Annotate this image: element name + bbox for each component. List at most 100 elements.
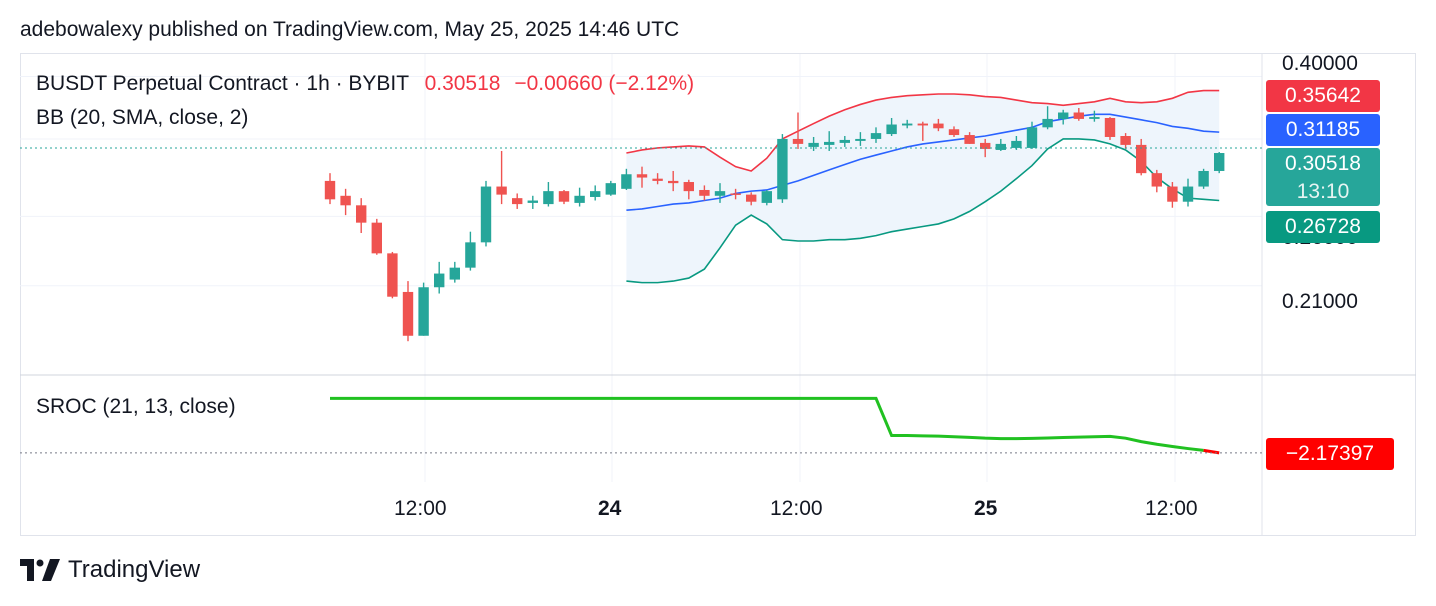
candle-body	[1042, 118, 1053, 128]
candle	[1198, 168, 1209, 189]
candle	[652, 173, 663, 185]
candle	[465, 231, 476, 271]
candle	[387, 251, 398, 299]
candle	[449, 261, 460, 283]
last-price-tag-value: 0.30518	[1285, 152, 1361, 175]
candle	[886, 117, 897, 137]
candle	[590, 185, 601, 201]
candle	[356, 198, 367, 234]
candle-body	[1214, 153, 1225, 171]
candle-body	[387, 253, 398, 297]
bb-basis-tag: 0.31185	[1266, 114, 1380, 146]
candle-body	[558, 191, 570, 202]
candle	[808, 136, 819, 151]
chart-frame	[20, 53, 1416, 536]
footer-brand[interactable]: TradingView	[68, 556, 201, 583]
candle-body	[777, 138, 788, 200]
publisher-line: adebowalexy published on TradingView.com…	[20, 18, 680, 41]
candle-body	[1011, 140, 1022, 148]
candle	[777, 134, 788, 203]
tradingview-logo-icon	[20, 559, 60, 581]
candle-body	[964, 135, 975, 144]
sroc-value-tag: −2.17397	[1266, 438, 1394, 470]
candle-body	[356, 205, 367, 223]
candle-body	[995, 143, 1006, 150]
bb-legend[interactable]: BB (20, SMA, close, 2)	[36, 106, 249, 129]
candle-body	[839, 139, 850, 143]
candle	[948, 126, 960, 137]
candle-body	[870, 133, 882, 139]
candle-body	[621, 174, 632, 189]
candle-body	[886, 124, 897, 135]
candle	[1214, 151, 1225, 174]
candle	[824, 131, 835, 151]
candle	[324, 173, 336, 205]
candle	[1058, 109, 1069, 125]
candle-body	[980, 142, 991, 149]
candle-body	[746, 194, 757, 202]
candle-body	[683, 182, 694, 192]
candle-body	[792, 138, 804, 144]
candle-body	[902, 123, 913, 126]
candle	[1182, 178, 1194, 207]
candle	[995, 138, 1006, 151]
candle-body	[434, 273, 445, 288]
candle-body	[1089, 117, 1100, 119]
candle	[1120, 133, 1131, 149]
bb-basis-line	[626, 113, 1220, 211]
candle-body	[636, 174, 648, 178]
candle	[480, 180, 492, 247]
candle	[1073, 107, 1084, 121]
candle-body	[855, 138, 866, 141]
candle-body	[824, 141, 835, 145]
candle-body	[761, 191, 772, 203]
candle-body	[465, 242, 476, 268]
candle	[496, 150, 507, 205]
time-label-4: 25	[974, 497, 998, 520]
price-tick-040000: 0.40000	[1282, 52, 1358, 75]
candle-body	[340, 195, 351, 206]
candle	[855, 132, 866, 146]
bar-countdown: 13:10	[1296, 180, 1350, 203]
candle-body	[699, 189, 710, 196]
time-label-1: 12:00	[394, 497, 447, 520]
candle	[371, 218, 382, 255]
sroc-indicator	[330, 396, 1220, 455]
candle	[683, 179, 694, 200]
overlays	[20, 147, 1262, 454]
candle-body	[574, 195, 585, 203]
time-label-3: 12:00	[770, 497, 823, 520]
price-tick-021000: 0.21000	[1282, 290, 1358, 313]
candle	[605, 180, 616, 196]
candle	[1089, 110, 1100, 122]
candle	[870, 127, 882, 143]
bb-lower-tag: 0.26728	[1266, 211, 1380, 243]
candle	[1042, 106, 1053, 130]
price-change-legend: −0.00660 (−2.12%)	[514, 72, 695, 95]
candle-body	[730, 193, 741, 195]
candle-body	[1182, 186, 1194, 202]
candle	[668, 170, 679, 192]
candle-body	[402, 291, 414, 336]
sroc-legend[interactable]: SROC (21, 13, close)	[36, 395, 236, 418]
candle	[917, 121, 928, 141]
candle-body	[933, 123, 944, 129]
symbol-legend: BUSDT Perpetual Contract · 1h · BYBIT 0.…	[36, 72, 694, 96]
candle-body	[1026, 127, 1038, 148]
symbol-title[interactable]: BUSDT Perpetual Contract · 1h · BYBIT	[36, 72, 409, 95]
candle-body	[1136, 144, 1147, 174]
time-label-2: 24	[598, 497, 622, 520]
candle-body	[808, 142, 819, 147]
candle-body	[324, 180, 336, 200]
last-price-legend: 0.30518	[424, 72, 501, 95]
candle	[839, 136, 850, 147]
candle	[761, 189, 772, 206]
candle	[1151, 169, 1162, 193]
candle	[1104, 117, 1116, 140]
candle	[512, 193, 523, 209]
candle-body	[496, 186, 507, 195]
time-label-5: 12:00	[1145, 497, 1198, 520]
candle	[621, 168, 632, 190]
candle-body	[449, 267, 460, 280]
